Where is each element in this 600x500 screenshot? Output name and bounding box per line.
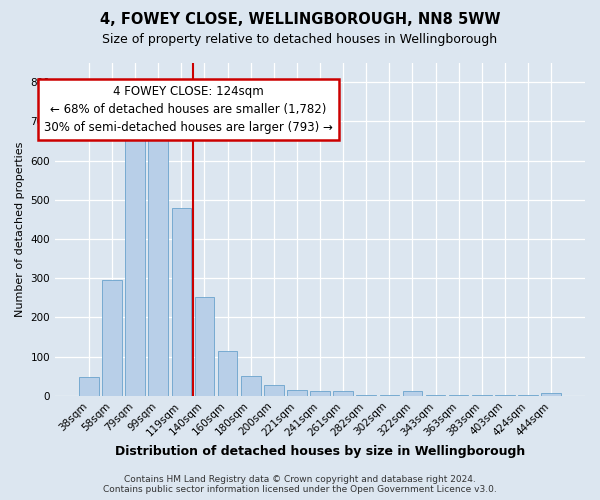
- Bar: [310, 390, 330, 396]
- Bar: [218, 350, 238, 396]
- Bar: [79, 377, 99, 396]
- X-axis label: Distribution of detached houses by size in Wellingborough: Distribution of detached houses by size …: [115, 444, 525, 458]
- Bar: [334, 391, 353, 396]
- Text: Contains HM Land Registry data © Crown copyright and database right 2024.
Contai: Contains HM Land Registry data © Crown c…: [103, 474, 497, 494]
- Text: 4, FOWEY CLOSE, WELLINGBOROUGH, NN8 5WW: 4, FOWEY CLOSE, WELLINGBOROUGH, NN8 5WW: [100, 12, 500, 28]
- Bar: [194, 296, 214, 396]
- Y-axis label: Number of detached properties: Number of detached properties: [15, 142, 25, 317]
- Bar: [125, 139, 145, 396]
- Bar: [102, 280, 122, 396]
- Bar: [403, 391, 422, 396]
- Bar: [264, 385, 284, 396]
- Text: 4 FOWEY CLOSE: 124sqm
← 68% of detached houses are smaller (1,782)
30% of semi-d: 4 FOWEY CLOSE: 124sqm ← 68% of detached …: [44, 85, 333, 134]
- Bar: [148, 135, 168, 396]
- Text: Size of property relative to detached houses in Wellingborough: Size of property relative to detached ho…: [103, 32, 497, 46]
- Bar: [241, 376, 260, 396]
- Bar: [172, 208, 191, 396]
- Bar: [541, 392, 561, 396]
- Bar: [287, 390, 307, 396]
